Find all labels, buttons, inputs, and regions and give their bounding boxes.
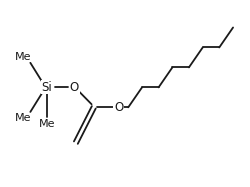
Text: O: O (70, 81, 79, 94)
Text: Me: Me (38, 119, 55, 129)
Text: Si: Si (41, 81, 52, 94)
Text: O: O (114, 101, 123, 114)
Text: Me: Me (15, 113, 32, 123)
Text: Me: Me (15, 52, 32, 62)
